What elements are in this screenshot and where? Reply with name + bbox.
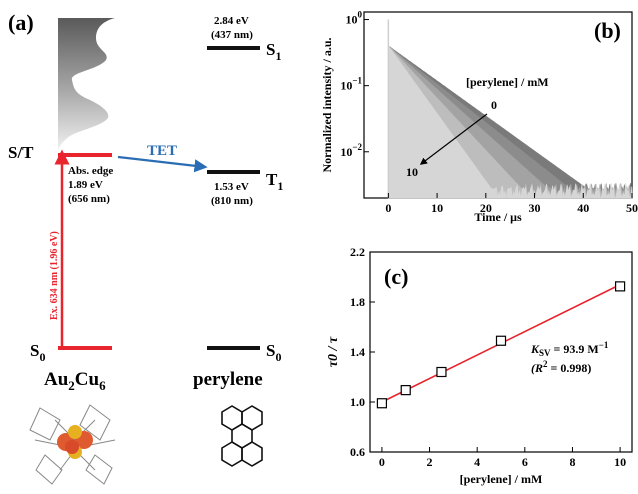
ksv-annotation: KSV = 93.9 M−1 — [530, 340, 609, 358]
panel-c-label: (c) — [384, 264, 408, 289]
s0-left-label: S0 — [30, 341, 45, 364]
arrow-start-label: 0 — [491, 98, 497, 112]
panel-b-ylabel: Normalized intensity / a.u. — [320, 38, 334, 173]
x-tick-label: 8 — [569, 455, 575, 469]
panel-c-chart: 0 2 4 6 8 10 0.6 1.0 1.4 1.8 2.2 (c) KSV = 93.9 M… — [326, 245, 633, 486]
y-tick-label: 10−2 — [340, 142, 362, 159]
y-tick-label: 1.8 — [350, 295, 365, 309]
y-tick-label: 2.2 — [350, 245, 365, 259]
panel-c-ylabel: τ0 / τ — [326, 336, 341, 367]
decay-curves — [387, 19, 633, 200]
panel-a: (a) S/T S0 Abs. edge 1.89 eV (656 nm) Ex… — [8, 10, 283, 485]
x-tick-label: 10 — [614, 455, 626, 469]
x-tick-label: 0 — [385, 201, 391, 215]
x-tick-label: 6 — [522, 455, 528, 469]
y-tick-label: 1.4 — [350, 345, 365, 359]
y-tick-label: 100 — [346, 10, 363, 27]
y-tick-label: 1.0 — [350, 395, 365, 409]
panel-b-xlabel: Time / μs — [474, 210, 522, 224]
tet-label: TET — [147, 143, 177, 159]
data-points — [376, 281, 626, 409]
abs-edge-line2: 1.89 eV — [68, 179, 103, 191]
data-point — [614, 281, 626, 292]
au2cu6-label: Au2Cu6 — [44, 369, 106, 393]
x-tick-label: 0 — [379, 455, 385, 469]
data-point — [376, 398, 388, 409]
x-tick-label: 10 — [431, 201, 443, 215]
abs-edge-line3: (656 nm) — [68, 193, 110, 205]
y-tick-label: 0.6 — [350, 445, 365, 459]
y-tick-label: 10−1 — [340, 76, 362, 93]
panel-c-x-ticks: 0 2 4 6 8 10 — [379, 447, 626, 469]
perylene-label: perylene — [193, 369, 263, 390]
decay-series-10mM — [388, 44, 633, 200]
data-point — [495, 335, 507, 346]
data-point — [436, 366, 447, 378]
t1-wavelength: (810 nm) — [211, 195, 253, 207]
r2-annotation: (R2 = 0.998) — [531, 359, 591, 375]
st-label: S/T — [8, 143, 34, 162]
x-tick-label: 30 — [529, 201, 541, 215]
panel-a-label: (a) — [8, 10, 34, 35]
excitation-label: Ex. 634 nm (1.96 eV) — [49, 231, 60, 320]
absorption-spectrum — [58, 18, 115, 150]
t1-energy: 1.53 eV — [214, 181, 249, 193]
panel-b-label: (b) — [594, 18, 621, 43]
x-tick-label: 20 — [480, 201, 492, 215]
x-tick-label: 50 — [626, 201, 638, 215]
s1-label: S1 — [266, 40, 281, 63]
x-tick-label: 2 — [427, 455, 433, 469]
panel-c-xlabel: [perylene] / mM — [460, 472, 543, 486]
au2cu6-structure-image — [29, 404, 116, 485]
s1-energy: 2.84 eV — [214, 15, 249, 27]
perylene-structure-image — [221, 405, 263, 467]
data-point — [400, 385, 411, 396]
s0-right-label: S0 — [266, 341, 281, 364]
s1-wavelength: (437 nm) — [211, 29, 253, 41]
arrow-end-label: 10 — [406, 165, 418, 179]
x-tick-label: 4 — [474, 455, 480, 469]
t1-label: T1 — [266, 170, 283, 193]
x-tick-label: 40 — [577, 201, 589, 215]
concentration-arrow — [419, 113, 488, 165]
legend-title: [perylene] / mM — [466, 75, 549, 89]
tet-arrow — [117, 155, 208, 173]
panel-b-y-ticks: 10−2 10−1 100 — [340, 10, 369, 159]
panel-b-x-ticks: 0 10 20 30 40 50 — [385, 193, 638, 215]
panel-c-y-ticks: 0.6 1.0 1.4 1.8 2.2 — [350, 245, 375, 459]
abs-edge-line1: Abs. edge — [68, 165, 113, 177]
